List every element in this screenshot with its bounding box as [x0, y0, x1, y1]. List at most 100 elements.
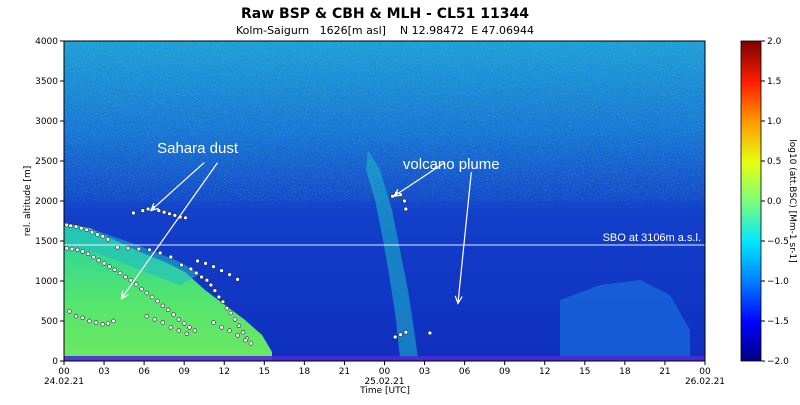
- cbh-point: [69, 246, 75, 252]
- cbh-point: [144, 290, 149, 296]
- colorbar: 2.0 1.5 1.0 0.5 0.0 −0.5 −1.0 −1.5 −2.0 log10 (a…: [740, 37, 797, 367]
- annotation-label: Sahara dust: [157, 140, 239, 157]
- cbh-point: [204, 278, 210, 283]
- cbh-point: [208, 282, 214, 288]
- x-date-label: 24.02.21: [44, 377, 84, 387]
- cbh-point: [80, 315, 85, 320]
- x-tick-label: 18: [619, 367, 631, 377]
- x-tick-label: 06: [459, 367, 471, 377]
- cbh-point: [100, 234, 105, 239]
- cbh-point: [224, 306, 230, 311]
- cbh-point: [188, 266, 194, 272]
- cbh-point: [184, 331, 190, 336]
- cbh-point: [152, 317, 158, 322]
- annotation-arrowhead: [454, 295, 463, 305]
- cbh-point: [85, 251, 91, 257]
- x-date-label: 26.02.21: [685, 377, 725, 387]
- annotations: Sahara dust volcano plume: [120, 140, 500, 305]
- cbh-point: [156, 208, 162, 213]
- cbh-point: [133, 282, 139, 287]
- volcano-plume-layer: [366, 150, 418, 358]
- y-axis-label: rel. altitude [m]: [23, 166, 33, 236]
- annotation-label: volcano plume: [403, 156, 500, 173]
- sbo-reference-label: SBO at 3106m a.s.l.: [603, 232, 701, 244]
- cbh-point: [403, 206, 409, 212]
- cbh-point: [167, 211, 172, 217]
- annotation-arrow: [120, 162, 219, 299]
- cbh-point: [73, 224, 79, 229]
- cbh-point: [235, 277, 240, 282]
- cbh-point: [183, 215, 188, 221]
- cbh-point: [392, 334, 398, 340]
- colorbar-tick-label: −1.5: [767, 317, 789, 327]
- colorbar-tick-label: 0.0: [767, 197, 782, 207]
- y-tick-label: 500: [41, 317, 58, 327]
- cbh-point: [403, 330, 409, 335]
- cbh-point: [73, 314, 79, 319]
- cbh-point: [64, 246, 69, 251]
- cbh-point: [227, 272, 232, 277]
- cbh-point: [427, 330, 433, 336]
- x-tick-label: 21: [659, 367, 670, 377]
- annotation-arrow: [150, 162, 205, 212]
- cbh-point: [220, 299, 226, 304]
- cbh-point: [131, 210, 136, 216]
- cbh-point: [105, 237, 111, 242]
- cbh-point: [147, 247, 152, 253]
- cbh-point: [211, 264, 216, 269]
- colorbar-tick-label: 1.0: [767, 117, 782, 127]
- colorbar-tick-label: 0.5: [767, 157, 781, 167]
- x-axis-ticks: 00 03 06 09 12 15 18 21 00 03 06 09 12 15 18 21 0024.02.…: [44, 361, 725, 387]
- cbh-point: [140, 208, 145, 213]
- colorbar-tick-label: 1.5: [767, 77, 781, 87]
- x-tick-label: 15: [259, 367, 270, 377]
- cbh-point: [219, 325, 224, 330]
- x-tick-label: 21: [339, 367, 350, 377]
- cbh-point: [227, 328, 232, 333]
- cbh-point: [95, 232, 100, 237]
- cbh-point: [171, 312, 176, 317]
- cbh-point: [181, 321, 187, 326]
- y-tick-label: 3500: [35, 77, 58, 87]
- cbh-point: [64, 222, 69, 228]
- cbh-point: [112, 267, 117, 272]
- cbh-point: [168, 254, 174, 260]
- x-tick-label: 12: [219, 367, 230, 377]
- cbh-point: [398, 332, 403, 337]
- x-date-label: 25.02.21: [364, 377, 404, 387]
- cbh-point: [67, 309, 72, 314]
- x-tick-label: 03: [419, 367, 430, 377]
- colorbar-tick-label: 2.0: [767, 37, 782, 47]
- cbh-point: [243, 338, 248, 343]
- cbh-point: [68, 223, 73, 229]
- cbh-point: [101, 261, 107, 266]
- annotation-arrowhead: [149, 202, 159, 212]
- plot-area: SBO at 3106m a.s.l.: [64, 41, 705, 361]
- cbh-point: [79, 226, 84, 231]
- cbh-point: [235, 333, 240, 338]
- cbh-points: [64, 190, 433, 346]
- x-tick-label: 18: [299, 367, 311, 377]
- cbh-point: [232, 317, 238, 322]
- cbh-point: [176, 317, 182, 322]
- cbh-point: [168, 325, 174, 330]
- cbh-point: [203, 261, 208, 266]
- colorbar-tick-label: −0.5: [767, 237, 789, 247]
- x-tick-label: 03: [98, 367, 109, 377]
- cbh-point: [96, 258, 101, 263]
- x-tick-label: 15: [579, 367, 590, 377]
- cbh-point: [199, 274, 204, 280]
- x-tick-label: 00: [58, 367, 70, 377]
- cbh-point: [107, 264, 112, 269]
- cbh-point: [195, 258, 200, 264]
- y-tick-label: 1000: [35, 277, 58, 287]
- cbh-point: [111, 318, 116, 324]
- annotation-arrowhead: [120, 290, 129, 300]
- colorbar-ticks: 2.0 1.5 1.0 0.5 0.0 −0.5 −1.0 −1.5 −2.0: [761, 37, 789, 367]
- cbh-point: [117, 270, 123, 276]
- cbh-point: [155, 298, 160, 304]
- cbh-point: [402, 198, 407, 204]
- cbh-point: [145, 206, 151, 212]
- cbh-point: [157, 250, 163, 256]
